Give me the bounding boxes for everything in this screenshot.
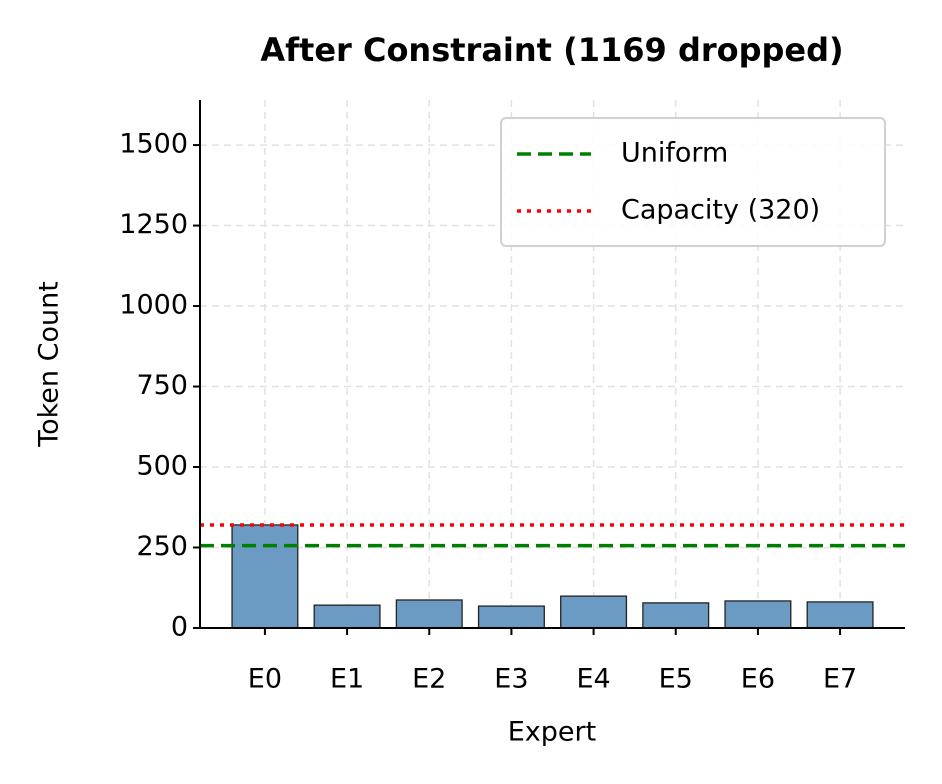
y-tick-label: 750 xyxy=(136,370,188,401)
x-tick-label: E6 xyxy=(741,664,775,695)
x-tick-label: E7 xyxy=(823,664,857,695)
x-tick-label: E0 xyxy=(248,664,282,695)
legend-label: Capacity (320) xyxy=(621,195,820,226)
legend-box xyxy=(500,117,886,247)
x-tick-label: E4 xyxy=(576,664,610,695)
chart-title: After Constraint (1169 dropped) xyxy=(260,31,843,69)
bar xyxy=(395,599,463,629)
y-tick-label: 500 xyxy=(136,451,188,482)
bar xyxy=(806,601,874,629)
bar xyxy=(477,605,545,629)
x-tick-label: E2 xyxy=(412,664,446,695)
bar xyxy=(231,524,299,629)
x-axis-label: Expert xyxy=(508,717,596,748)
y-tick-label: 0 xyxy=(171,612,188,643)
y-tick-label: 1000 xyxy=(119,290,188,321)
y-tick-label: 1250 xyxy=(119,209,188,240)
bar xyxy=(724,600,792,629)
y-tick-label: 250 xyxy=(136,531,188,562)
bar xyxy=(560,595,628,629)
bar xyxy=(642,602,710,629)
x-tick-label: E5 xyxy=(659,664,693,695)
x-tick-label: E1 xyxy=(330,664,364,695)
y-tick-label: 1500 xyxy=(119,129,188,160)
y-axis-label: Token Count xyxy=(34,281,65,448)
legend-label: Uniform xyxy=(621,138,728,169)
bar xyxy=(313,604,381,629)
x-tick-label: E3 xyxy=(494,664,528,695)
